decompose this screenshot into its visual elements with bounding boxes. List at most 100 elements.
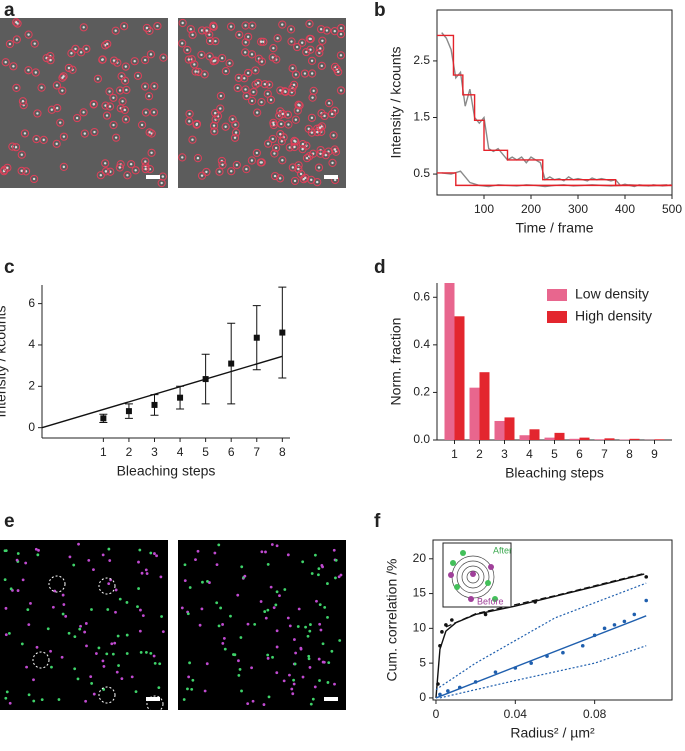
spot <box>16 22 19 25</box>
detection-circle <box>31 68 40 77</box>
spot <box>112 59 116 62</box>
spot <box>337 575 341 579</box>
detection-circle <box>313 177 322 187</box>
spot <box>312 89 315 93</box>
spot <box>254 69 257 72</box>
spot <box>49 649 52 653</box>
detection-circle <box>3 163 12 172</box>
spot <box>310 178 313 182</box>
spot <box>333 29 336 33</box>
spot <box>24 561 28 565</box>
detection-circle <box>216 104 225 113</box>
spot <box>307 654 311 658</box>
x-tick-label: 3 <box>151 445 158 459</box>
detection-circle <box>268 134 277 144</box>
y-tick-label: 0.0 <box>413 432 430 446</box>
spot <box>21 578 25 582</box>
spot <box>219 94 223 98</box>
spot <box>198 623 202 627</box>
detection-circle <box>157 178 166 188</box>
spot <box>291 67 294 70</box>
spot <box>272 123 275 127</box>
spot <box>286 553 290 557</box>
detection-circle <box>11 143 21 152</box>
spot <box>318 126 322 129</box>
detection-circle <box>209 21 218 30</box>
spot <box>188 112 191 116</box>
spot <box>269 585 273 589</box>
spot <box>105 652 109 656</box>
detection-circle <box>240 74 249 83</box>
highlight-circle <box>32 651 50 669</box>
spot <box>327 661 331 664</box>
detection-circle <box>133 71 143 80</box>
spot <box>87 558 91 562</box>
highlight-circle <box>146 695 164 713</box>
detection-circle <box>109 93 118 102</box>
detection-circle <box>257 98 266 107</box>
inset-dot <box>488 564 494 570</box>
spot <box>293 145 296 149</box>
detection-circle <box>209 57 218 66</box>
detection-circle <box>269 118 278 127</box>
detection-circle <box>252 148 261 158</box>
y-tick-label: 2 <box>28 378 35 392</box>
spot <box>224 69 228 73</box>
spot <box>266 653 270 657</box>
detection-circle <box>145 128 154 137</box>
detection-circle <box>96 171 105 180</box>
bar <box>519 435 530 440</box>
detection-circle <box>293 42 302 52</box>
spot <box>83 630 87 634</box>
spot <box>40 698 44 702</box>
spot <box>296 109 299 112</box>
detection-circle <box>153 21 162 31</box>
bar <box>554 432 565 440</box>
detection-circle <box>254 78 263 87</box>
spot <box>144 651 148 654</box>
spot <box>244 51 247 54</box>
inset-dot <box>450 560 456 566</box>
spot <box>55 142 58 146</box>
x-axis-label: Bleaching steps <box>505 465 604 481</box>
detection-circle <box>42 53 51 63</box>
spot <box>294 73 298 76</box>
marker <box>444 623 448 627</box>
spot <box>139 608 142 612</box>
spot <box>180 606 184 610</box>
spot <box>214 39 217 43</box>
spot <box>319 47 322 50</box>
panel-label: e <box>4 511 15 532</box>
inset-ring <box>456 560 490 594</box>
spot <box>275 629 279 633</box>
spot <box>125 601 129 604</box>
spot <box>313 685 317 689</box>
spot <box>250 666 253 670</box>
detection-circle <box>9 62 18 71</box>
spot <box>114 588 118 592</box>
detection-circle <box>178 39 187 48</box>
spot <box>339 26 343 30</box>
detection-circle <box>316 149 325 158</box>
spot <box>60 655 64 659</box>
spot <box>118 597 122 601</box>
spot <box>160 615 163 618</box>
spot <box>158 662 162 666</box>
detection-circle <box>197 171 207 180</box>
spot <box>73 635 77 639</box>
spot <box>77 542 80 546</box>
detection-circle <box>150 82 159 91</box>
spot <box>292 678 296 682</box>
spot <box>79 51 83 54</box>
spot <box>32 177 36 181</box>
spot <box>288 624 292 628</box>
x-tick-label: 0 <box>433 707 440 721</box>
spot <box>212 124 216 127</box>
detection-circle <box>37 83 46 92</box>
spot <box>313 553 317 557</box>
detection-circle <box>278 109 287 119</box>
spot <box>103 162 107 165</box>
spot <box>230 169 233 173</box>
detection-circle <box>211 37 220 46</box>
spot <box>105 114 109 117</box>
